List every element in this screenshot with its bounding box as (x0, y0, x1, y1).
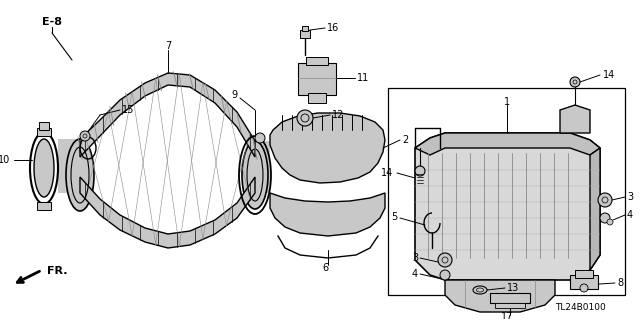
Bar (37, 202, 51, 210)
Polygon shape (445, 280, 555, 312)
Circle shape (438, 253, 452, 267)
Polygon shape (560, 105, 590, 133)
Text: 1: 1 (504, 97, 510, 107)
Bar (39, 122, 49, 130)
Bar (300, 30, 310, 38)
Bar (306, 57, 328, 65)
Polygon shape (415, 133, 600, 280)
Bar (570, 275, 598, 289)
Polygon shape (270, 113, 385, 183)
Circle shape (570, 77, 580, 87)
Text: TL24B0100: TL24B0100 (555, 303, 605, 313)
Text: E-8: E-8 (42, 17, 62, 27)
Ellipse shape (242, 141, 268, 209)
Ellipse shape (34, 139, 54, 197)
Text: 4: 4 (412, 269, 418, 279)
Text: 15: 15 (122, 105, 134, 115)
Text: 4: 4 (627, 210, 633, 220)
Circle shape (297, 110, 313, 126)
Circle shape (440, 270, 450, 280)
Bar (308, 93, 326, 103)
Polygon shape (80, 73, 255, 157)
Circle shape (600, 213, 610, 223)
Circle shape (255, 133, 265, 143)
Ellipse shape (473, 286, 487, 294)
Text: 10: 10 (0, 155, 10, 165)
Text: 12: 12 (332, 110, 344, 120)
Polygon shape (270, 193, 385, 236)
Text: 3: 3 (627, 192, 633, 202)
Circle shape (415, 166, 425, 176)
Circle shape (580, 284, 588, 292)
Polygon shape (80, 177, 255, 248)
Polygon shape (590, 148, 600, 270)
Bar (37, 128, 51, 136)
Text: 16: 16 (327, 23, 339, 33)
Polygon shape (415, 133, 600, 155)
Circle shape (607, 219, 613, 225)
Bar (575, 270, 593, 278)
Bar (490, 293, 530, 303)
Text: FR.: FR. (47, 266, 67, 276)
Text: 13: 13 (507, 283, 519, 293)
Text: 2: 2 (402, 135, 408, 145)
Text: 3: 3 (412, 253, 418, 263)
Bar (495, 303, 525, 308)
Text: 8: 8 (617, 278, 623, 288)
Polygon shape (58, 139, 80, 193)
Text: 5: 5 (391, 212, 397, 222)
Text: 7: 7 (165, 41, 171, 51)
Text: 14: 14 (603, 70, 615, 80)
Bar (298, 63, 336, 95)
Circle shape (598, 193, 612, 207)
Bar (302, 26, 308, 31)
Circle shape (80, 131, 90, 141)
Text: 17: 17 (501, 312, 513, 319)
Text: 9: 9 (232, 90, 238, 100)
Text: 14: 14 (381, 168, 393, 178)
Bar (388, 88, 625, 295)
Text: 11: 11 (357, 73, 369, 83)
Polygon shape (255, 141, 270, 193)
Text: 6: 6 (322, 263, 328, 273)
Ellipse shape (66, 139, 94, 211)
